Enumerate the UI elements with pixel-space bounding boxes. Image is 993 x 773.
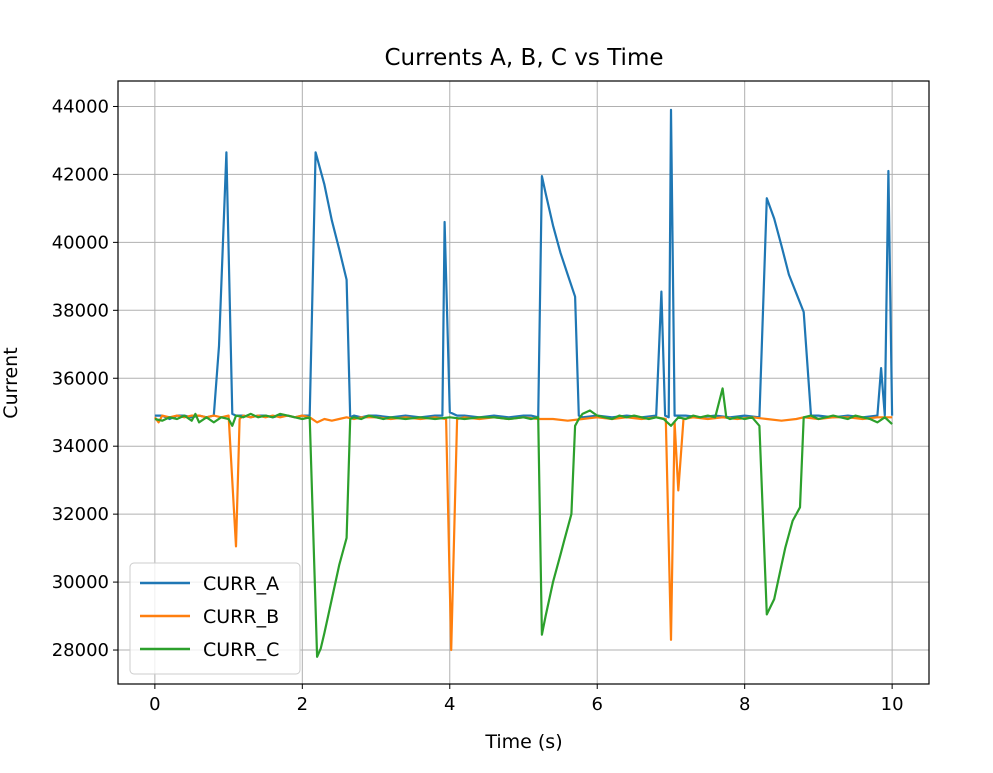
legend-box [129, 562, 301, 675]
y-tick-label: 40000 [52, 232, 109, 253]
x-tick-label: 10 [881, 694, 904, 715]
y-tick-label: 34000 [52, 436, 109, 457]
x-tick-label: 4 [444, 694, 455, 715]
series-layer [154, 108, 894, 658]
chart-title: Currents A, B, C vs Time [385, 45, 664, 71]
x-tick-label: 8 [739, 694, 750, 715]
x-axis-label: Time (s) [484, 731, 562, 753]
x-tick-label: 0 [149, 694, 160, 715]
legend-label: CURR_B [203, 606, 279, 628]
y-tick-label: 44000 [52, 96, 109, 117]
axis-ticks: 0 2 4 6 8 10 28000 30000 32000 34000 36000 38000 400… [52, 96, 904, 715]
y-axis-label: Current [0, 347, 22, 418]
series-line-curr-c [154, 387, 893, 658]
y-tick-label: 38000 [52, 300, 109, 321]
legend: CURR_A CURR_B CURR_C [129, 562, 301, 675]
legend-label: CURR_A [203, 573, 279, 595]
x-tick-label: 6 [592, 694, 603, 715]
x-tick-label: 2 [297, 694, 308, 715]
y-tick-label: 36000 [52, 368, 109, 389]
y-tick-label: 28000 [52, 640, 109, 661]
legend-label: CURR_C [203, 639, 279, 661]
y-tick-label: 30000 [52, 572, 109, 593]
plot-frame [117, 80, 930, 685]
series-line-curr-b [154, 414, 893, 652]
y-tick-label: 42000 [52, 164, 109, 185]
y-tick-label: 32000 [52, 504, 109, 525]
